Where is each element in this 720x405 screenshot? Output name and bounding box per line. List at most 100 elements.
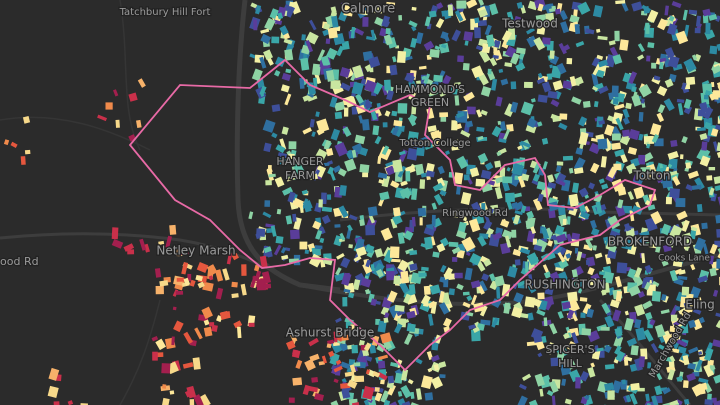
building xyxy=(561,378,567,386)
building xyxy=(656,372,663,381)
building xyxy=(521,173,530,182)
building xyxy=(123,243,135,252)
building xyxy=(576,281,584,288)
building xyxy=(484,24,492,36)
building xyxy=(676,210,688,221)
building xyxy=(455,230,467,239)
building xyxy=(139,238,147,251)
building xyxy=(709,243,718,255)
building xyxy=(111,238,124,249)
building xyxy=(348,244,353,249)
building xyxy=(526,35,538,48)
building xyxy=(270,225,277,237)
building xyxy=(159,280,169,287)
building xyxy=(690,264,696,271)
building xyxy=(368,56,381,68)
building xyxy=(686,372,696,382)
building xyxy=(423,73,431,85)
building xyxy=(612,98,619,105)
building xyxy=(465,120,474,128)
building xyxy=(183,277,191,286)
building xyxy=(615,290,623,302)
building xyxy=(710,81,715,88)
building xyxy=(169,224,177,235)
building xyxy=(267,165,272,169)
building xyxy=(259,91,265,97)
building xyxy=(596,28,601,33)
building xyxy=(575,377,581,389)
building xyxy=(315,111,320,118)
building xyxy=(465,251,471,257)
building xyxy=(543,374,551,381)
building xyxy=(547,240,554,247)
building xyxy=(676,339,688,348)
building xyxy=(523,81,533,89)
building xyxy=(341,272,352,286)
building xyxy=(432,182,444,192)
building xyxy=(692,372,700,377)
building xyxy=(169,390,175,395)
building xyxy=(687,170,700,179)
building xyxy=(619,133,631,146)
building xyxy=(562,218,567,225)
building xyxy=(433,74,443,83)
building xyxy=(387,384,396,396)
building xyxy=(701,222,708,230)
building xyxy=(462,291,470,296)
building xyxy=(323,139,332,150)
building xyxy=(698,351,703,356)
building xyxy=(392,159,403,173)
building xyxy=(681,219,690,232)
building xyxy=(400,270,410,284)
building xyxy=(329,96,338,108)
building xyxy=(330,128,341,141)
building xyxy=(558,258,569,270)
building xyxy=(558,180,566,187)
building xyxy=(607,215,621,230)
building xyxy=(506,167,511,172)
building xyxy=(328,350,335,358)
building xyxy=(669,355,676,363)
building xyxy=(544,287,554,296)
building xyxy=(398,125,405,132)
building xyxy=(388,401,399,405)
building xyxy=(300,57,310,71)
building xyxy=(662,387,671,395)
building xyxy=(573,9,578,17)
building xyxy=(463,174,470,181)
building xyxy=(710,128,719,137)
building xyxy=(231,281,238,288)
building xyxy=(450,139,460,151)
building xyxy=(634,304,646,317)
building xyxy=(351,149,357,158)
building xyxy=(566,298,580,313)
building xyxy=(437,165,445,175)
building xyxy=(537,94,548,103)
building xyxy=(611,142,622,150)
building xyxy=(571,182,580,193)
building xyxy=(421,266,429,272)
building xyxy=(667,55,680,69)
building xyxy=(543,271,552,279)
building xyxy=(194,327,203,340)
place-label: FARM xyxy=(285,169,315,182)
building xyxy=(668,360,675,368)
building xyxy=(288,397,295,403)
building xyxy=(359,219,365,227)
building xyxy=(382,399,391,405)
building xyxy=(533,198,543,211)
building xyxy=(651,62,657,69)
building xyxy=(492,54,499,59)
building xyxy=(641,253,646,264)
building xyxy=(279,25,289,36)
building xyxy=(688,9,698,15)
building xyxy=(277,152,288,159)
building xyxy=(646,55,651,62)
building xyxy=(614,30,620,42)
building xyxy=(691,184,702,191)
building xyxy=(411,216,416,227)
building xyxy=(365,355,373,362)
place-label: Cooks Lane xyxy=(658,254,710,264)
building xyxy=(466,106,476,115)
building xyxy=(390,258,401,263)
